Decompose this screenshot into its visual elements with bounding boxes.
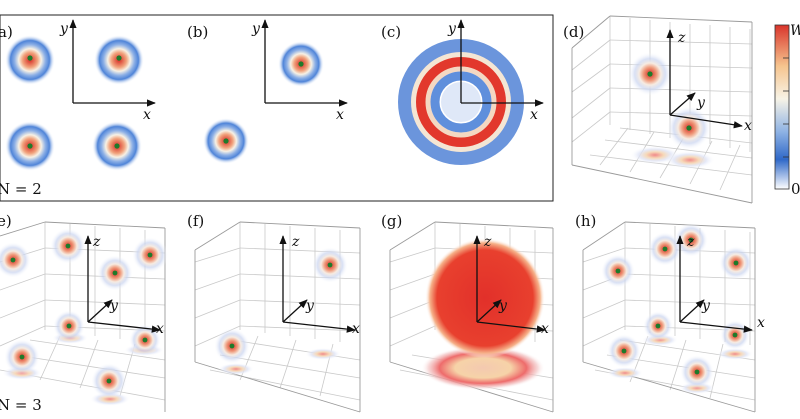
atom-dot bbox=[106, 378, 112, 384]
x-axis-label: x bbox=[143, 107, 151, 123]
panel-f-label: (f) bbox=[187, 212, 204, 230]
x-axis-arrow bbox=[87, 321, 161, 333]
shadow bbox=[665, 151, 715, 169]
panel-box-top bbox=[0, 14, 554, 202]
shadow bbox=[717, 348, 753, 360]
panel-f: (f) z y x bbox=[187, 212, 361, 413]
atom-dot bbox=[662, 246, 668, 252]
y-axis-arrow bbox=[679, 299, 705, 323]
atom-dot bbox=[223, 138, 229, 144]
atom-dot bbox=[116, 55, 122, 61]
atom-dot bbox=[733, 260, 739, 266]
y-axis-label: y bbox=[701, 298, 711, 314]
ring-shadow bbox=[421, 346, 545, 390]
panel-b: (b) y x bbox=[187, 19, 348, 164]
shadow bbox=[607, 367, 643, 379]
panel-d-label: (d) bbox=[563, 23, 584, 41]
x-axis-arrow bbox=[669, 114, 743, 129]
frame-3d bbox=[389, 221, 554, 413]
atom-dot bbox=[65, 243, 71, 249]
x-axis-label: x bbox=[156, 321, 164, 337]
x-axis-label: x bbox=[352, 321, 360, 337]
x-axis-label: x bbox=[336, 107, 344, 123]
panel-e: e) bbox=[0, 212, 168, 414]
panel-a-blobs bbox=[5, 35, 144, 171]
panel-g-label: (g) bbox=[381, 212, 402, 230]
atom-dot bbox=[732, 332, 738, 338]
atom-dot bbox=[10, 257, 16, 263]
y-axis-label: y bbox=[59, 21, 69, 37]
colorbar-min-label: 0 bbox=[791, 180, 800, 198]
atom-dot bbox=[27, 143, 33, 149]
z-axis-label: z bbox=[92, 234, 101, 250]
row-label-n3: N = 3 bbox=[0, 396, 42, 414]
y-axis-arrow bbox=[282, 299, 308, 323]
z-axis-label: z bbox=[677, 30, 686, 46]
x-axis-arrow bbox=[476, 321, 546, 333]
atom-dot bbox=[147, 252, 153, 258]
atom-dot bbox=[114, 143, 120, 149]
grid-3d bbox=[571, 16, 753, 191]
frame-3d bbox=[571, 15, 753, 204]
z-axis-label: z bbox=[291, 234, 300, 250]
colorbar: W 0 bbox=[774, 23, 800, 198]
panel-g: (g) z y x bbox=[381, 212, 554, 413]
atom-dot bbox=[27, 55, 33, 61]
panel-h-label: (h) bbox=[575, 212, 596, 230]
row-label-n2: N = 2 bbox=[0, 180, 42, 198]
y-axis-label: y bbox=[498, 298, 508, 314]
x-axis-arrow bbox=[282, 321, 356, 333]
sphere bbox=[425, 238, 545, 358]
panel-h: (h) bbox=[575, 212, 765, 413]
atom-dot bbox=[647, 71, 653, 77]
z-axis-label: z bbox=[686, 234, 695, 250]
y-axis-label: y bbox=[305, 298, 315, 314]
panel-c: (c) y x bbox=[381, 19, 544, 165]
atom-dot bbox=[655, 323, 661, 329]
y-axis-label: y bbox=[109, 298, 119, 314]
y-axis-label: y bbox=[447, 21, 457, 37]
atom-dot bbox=[686, 125, 692, 131]
panel-a-label: a) bbox=[0, 23, 13, 41]
atom-dot bbox=[298, 61, 304, 67]
colorbar-label: W bbox=[790, 23, 800, 39]
panel-b-label: (b) bbox=[187, 23, 208, 41]
atom-dot bbox=[688, 237, 694, 243]
x-axis-arrow bbox=[679, 321, 753, 333]
atom-dot bbox=[694, 369, 700, 375]
atom-dot bbox=[621, 348, 627, 354]
shadow bbox=[218, 363, 254, 375]
x-axis-label: x bbox=[541, 321, 549, 337]
y-axis-arrow bbox=[669, 92, 696, 116]
panel-e-label: e) bbox=[0, 212, 12, 230]
y-axis-label: y bbox=[696, 95, 706, 111]
panel-d: (d) z y x bbox=[563, 15, 753, 204]
y-axis-arrow bbox=[87, 299, 113, 323]
atom-dot bbox=[112, 270, 118, 276]
atom-dot bbox=[229, 343, 235, 349]
x-axis-label: x bbox=[757, 315, 765, 331]
atom-dot bbox=[615, 268, 621, 274]
y-axis-label: y bbox=[251, 21, 261, 37]
atom-dot bbox=[142, 337, 148, 343]
panel-c-label: (c) bbox=[381, 23, 401, 41]
y-axis-arrow bbox=[476, 299, 502, 323]
atom-dot bbox=[327, 262, 333, 268]
z-axis-label: z bbox=[483, 234, 492, 250]
atom-dot bbox=[66, 323, 72, 329]
blob bbox=[0, 242, 31, 278]
x-axis-label: x bbox=[530, 107, 538, 123]
panel-a: a) y x N = 2 bbox=[0, 19, 156, 198]
atom-dot bbox=[19, 354, 25, 360]
colorbar-gradient bbox=[774, 24, 790, 190]
shadow bbox=[305, 348, 341, 360]
x-axis-label: x bbox=[744, 118, 752, 134]
